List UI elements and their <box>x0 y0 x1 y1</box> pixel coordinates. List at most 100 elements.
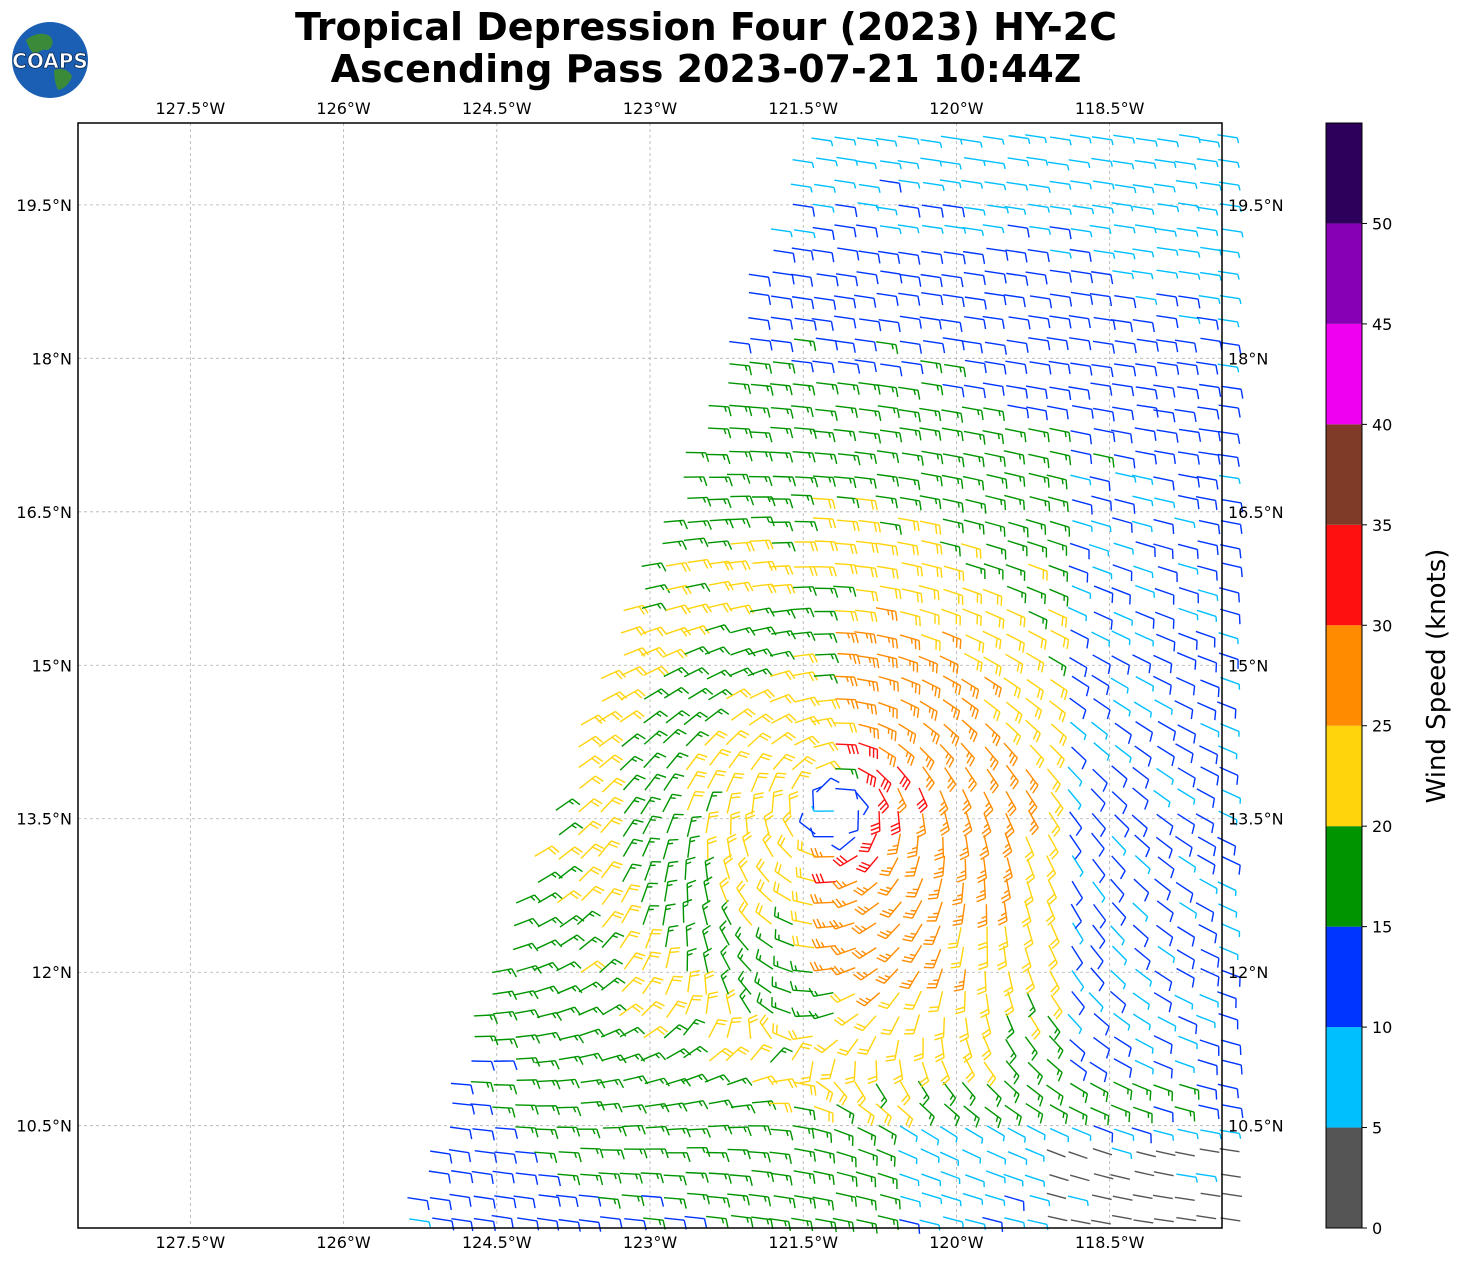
barb-feather <box>1048 873 1056 881</box>
barb-feather <box>1129 1090 1133 1101</box>
barb-staff <box>985 610 1005 621</box>
barb-feather <box>862 842 872 846</box>
barb-staff <box>1200 1192 1221 1198</box>
barb-feather <box>912 545 915 555</box>
wind-barb <box>473 1217 496 1231</box>
barb-staff <box>1024 719 1041 734</box>
barb-staff <box>1112 517 1132 524</box>
barb-half-feather <box>650 819 656 821</box>
barb-staff <box>578 755 596 769</box>
wind-barb <box>1067 606 1087 622</box>
barb-feather <box>1086 638 1090 649</box>
wind-barb <box>745 810 756 835</box>
barb-feather <box>695 756 706 761</box>
wind-barb <box>794 541 819 552</box>
barb-staff <box>936 878 943 899</box>
wind-barb <box>1092 566 1113 580</box>
wind-barb <box>907 835 919 859</box>
wind-barb <box>687 520 712 530</box>
barb-staff <box>1067 1013 1082 1030</box>
barb-staff <box>962 608 982 617</box>
wind-barb <box>856 271 879 285</box>
wind-barb <box>984 452 1006 467</box>
barb-feather <box>743 582 750 592</box>
barb-half-feather <box>1023 1222 1026 1228</box>
barb-staff <box>1156 924 1174 938</box>
barb-staff <box>875 1060 878 1081</box>
barb-half-feather <box>784 521 789 528</box>
wind-barb <box>983 563 1004 580</box>
wind-barb <box>961 789 972 815</box>
barb-staff <box>1110 1173 1131 1181</box>
barb-half-feather <box>981 915 987 919</box>
barb-staff <box>556 961 575 972</box>
wind-barb <box>492 990 518 1001</box>
wind-barb <box>578 1219 602 1232</box>
barb-staff <box>942 1081 957 1099</box>
wind-barb <box>1003 677 1022 699</box>
barb-staff <box>821 1039 839 1054</box>
wind-barb <box>495 1127 519 1139</box>
barb-half-feather <box>571 868 577 873</box>
barb-staff <box>1007 1127 1026 1138</box>
barb-feather <box>955 1010 965 1015</box>
wind-barb <box>1070 270 1094 284</box>
wind-barb <box>451 1170 474 1184</box>
barb-feather <box>1240 1108 1244 1119</box>
wind-barb <box>1178 632 1198 650</box>
barb-feather <box>982 525 985 535</box>
barb-half-feather <box>807 452 811 459</box>
barb-half-feather <box>1029 1006 1035 1012</box>
barb-feather <box>1001 319 1005 329</box>
barb-staff <box>684 859 687 880</box>
barb-staff <box>601 777 618 793</box>
barb-staff <box>726 793 733 814</box>
barb-feather <box>1098 982 1105 992</box>
wind-barb <box>1070 449 1093 465</box>
barb-staff <box>1177 563 1198 570</box>
barb-feather <box>1112 457 1115 468</box>
barb-feather <box>942 343 946 354</box>
barb-half-feather <box>913 389 916 396</box>
barb-feather <box>1105 685 1110 696</box>
barb-staff <box>833 295 854 300</box>
barb-staff <box>1178 494 1198 501</box>
wind-barb <box>728 382 752 395</box>
wind-barb <box>1178 1035 1198 1050</box>
wind-barb <box>794 696 820 707</box>
barb-staff <box>600 1216 621 1220</box>
barb-feather <box>1089 434 1093 445</box>
wind-barb <box>769 498 794 509</box>
wind-barb <box>815 1080 834 1103</box>
barb-feather <box>870 500 874 510</box>
barb-half-feather <box>721 926 726 932</box>
barb-staff <box>1007 404 1028 410</box>
barb-staff <box>1132 495 1153 502</box>
barb-feather <box>933 871 944 875</box>
barb-staff <box>1175 743 1194 755</box>
barb-feather <box>1133 504 1136 514</box>
wind-barb <box>580 1079 606 1089</box>
barb-staff <box>1197 406 1218 411</box>
barb-staff <box>719 883 728 903</box>
barb-feather <box>828 566 833 577</box>
barb-staff <box>621 1194 642 1198</box>
wind-barb <box>600 669 627 680</box>
wind-barb <box>449 1193 472 1207</box>
barb-feather <box>1166 891 1171 901</box>
barb-feather <box>980 410 984 421</box>
wind-barb <box>934 1037 945 1063</box>
barb-feather <box>758 905 763 915</box>
barb-feather <box>959 1036 969 1043</box>
barb-feather <box>855 1177 858 1187</box>
barb-feather <box>959 854 969 861</box>
wind-barb <box>771 339 794 353</box>
barb-half-feather <box>809 1109 812 1116</box>
barb-half-feather <box>954 545 958 552</box>
logo-text: COAPS <box>12 49 88 73</box>
wind-barb <box>1007 540 1028 557</box>
barb-half-feather <box>724 1100 729 1106</box>
barb-feather <box>858 864 868 870</box>
barb-staff <box>1135 584 1155 594</box>
wind-barb <box>920 1128 940 1146</box>
